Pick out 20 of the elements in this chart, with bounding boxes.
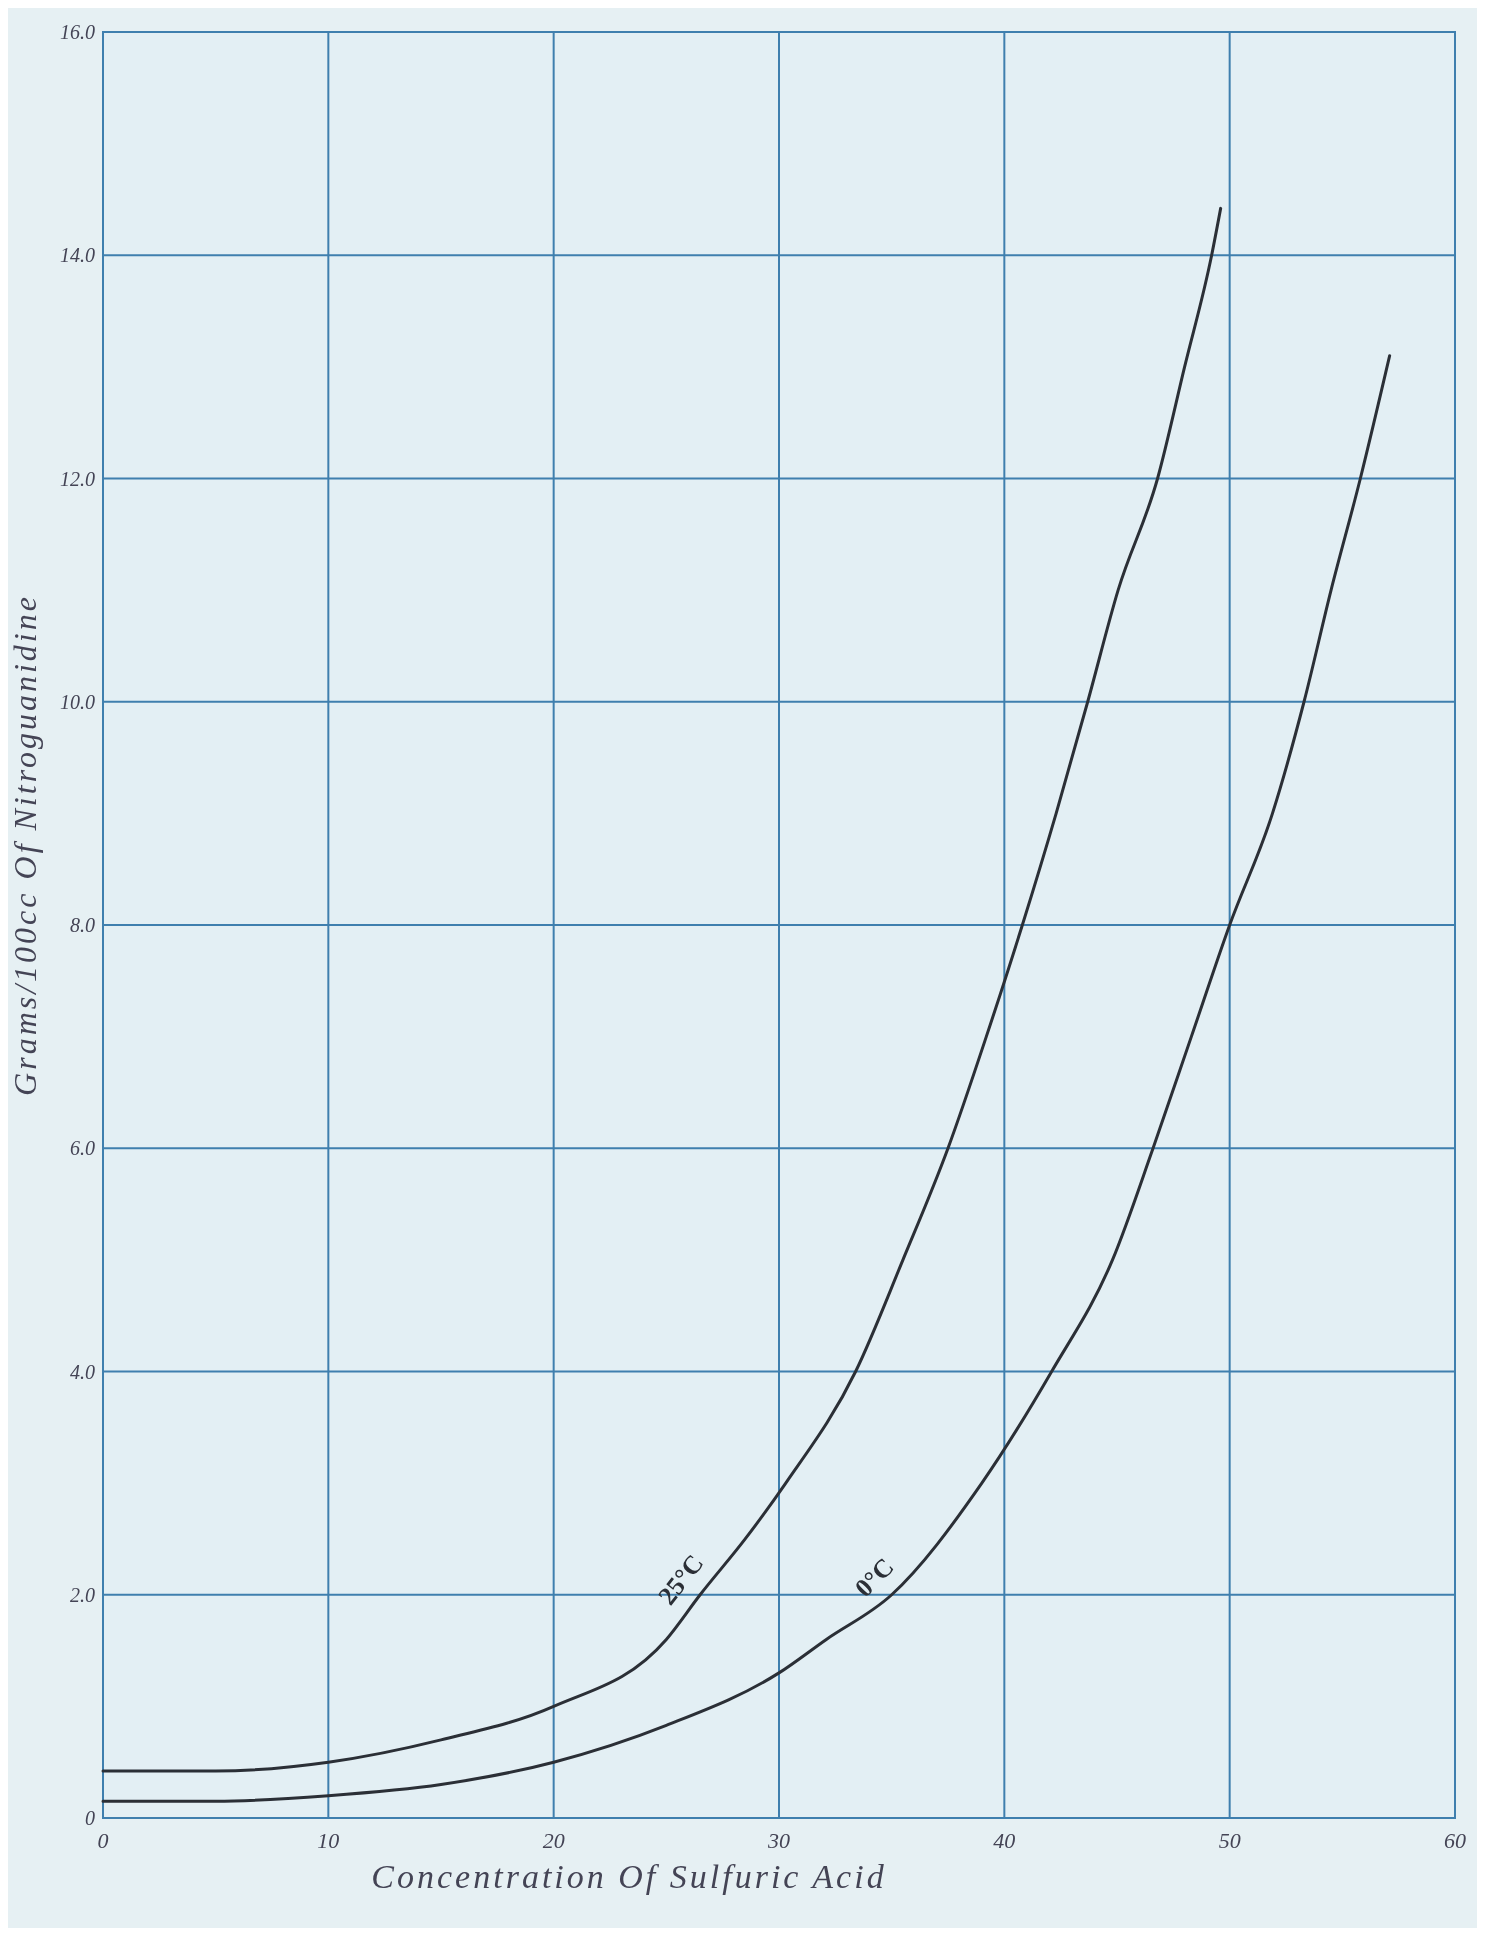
y-tick-label: 0	[85, 1807, 95, 1829]
y-tick-label: 4.0	[70, 1360, 95, 1383]
line-series	[101, 354, 1392, 1803]
y-axis-title: Grams/100cc Of Nitroguanidine	[7, 594, 43, 1096]
y-tick-label: 12.0	[60, 467, 95, 490]
y-tick-label: 8.0	[70, 914, 95, 936]
text: 0°C	[849, 1552, 900, 1603]
y-tick-label: 10.0	[60, 690, 95, 713]
x-tick-label: 10	[317, 1828, 340, 1853]
y-tick-label: 16.0	[60, 21, 95, 43]
y-tick-label: 2.0	[70, 1583, 95, 1606]
x-tick-label: 30	[767, 1828, 790, 1853]
x-tick-label: 40	[993, 1828, 1016, 1853]
x-tick-label: 60	[1444, 1828, 1466, 1853]
y-tick-label: 6.0	[70, 1137, 95, 1160]
x-tick-label: 20	[542, 1828, 565, 1853]
x-axis-title: Concentration Of Sulfuric Acid	[371, 1858, 887, 1895]
line-series	[101, 206, 1223, 1773]
x-tick-label: 50	[1218, 1828, 1241, 1853]
y-tick-label: 14.0	[60, 244, 95, 267]
